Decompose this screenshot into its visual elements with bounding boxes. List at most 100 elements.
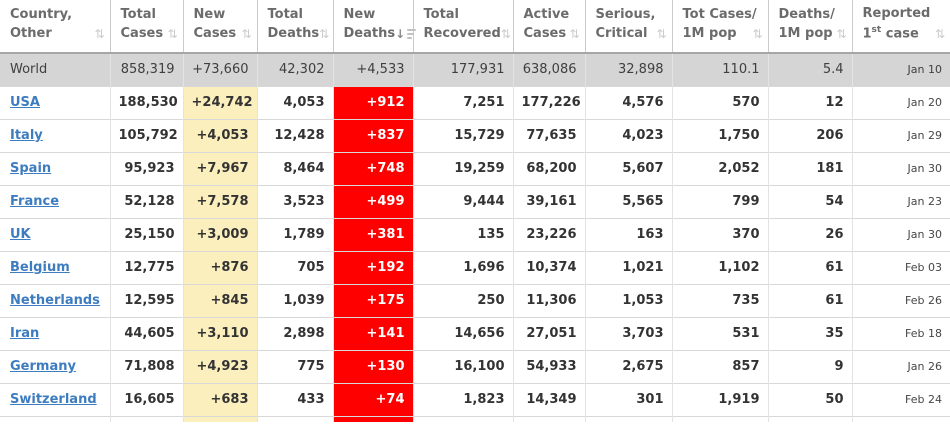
cell-new-cases: +3,110: [183, 316, 258, 350]
cell-total-cases: 858,319: [110, 53, 184, 86]
table-row-germany: Germany 71,808 +4,923 775 +130 16,100 54,933 2,…: [0, 349, 950, 383]
cell-deaths-per-1m: 206: [768, 118, 853, 152]
sort-toggle-icon: ⇅: [500, 26, 511, 41]
column-header-total_cases[interactable]: Total Cases ⇅: [110, 0, 184, 54]
sort-toggle-icon: ⇅: [836, 26, 846, 41]
column-header-active_cases[interactable]: Active Cases ⇅: [513, 0, 586, 54]
header-label-line1: Total: [267, 7, 304, 23]
cell-active-cases: 68,200: [513, 151, 586, 185]
cell-active-cases: 23,226: [513, 217, 586, 251]
cell-deaths-per-1m: 12: [768, 85, 853, 119]
cell-new-cases: +3,009: [183, 217, 258, 251]
cell-total-recovered: 1,823: [413, 382, 514, 416]
cell-total-recovered: 177,931: [413, 53, 514, 86]
column-header-new_deaths[interactable]: New Deaths ↓: [333, 0, 417, 54]
cell-country: Iran: [0, 316, 111, 350]
sort-toggle-icon: ⇅: [319, 26, 329, 41]
cell-new-deaths: +4,533: [333, 53, 414, 86]
country-link[interactable]: UK: [10, 227, 31, 242]
header-label-line1: Deaths/: [778, 7, 835, 23]
cell-serious-critical: 301: [585, 382, 673, 416]
cell-new-deaths: +748: [333, 151, 414, 185]
sort-toggle-icon: ⇅: [752, 26, 762, 41]
country-link[interactable]: Belgium: [10, 260, 70, 275]
cell-total-deaths: 2,898: [257, 316, 334, 350]
cell-first-case: Feb 24: [852, 382, 950, 416]
cell-new-deaths: +912: [333, 85, 414, 119]
country-link[interactable]: Switzerland: [10, 392, 97, 407]
cell-first-case: [852, 415, 950, 422]
cell-cases-per-1m: 110.1: [672, 53, 769, 86]
cell-new-cases: +24,742: [183, 85, 258, 119]
cell-total-recovered: 15,729: [413, 118, 514, 152]
cell-total-deaths: 1,789: [257, 217, 334, 251]
header-label-line1: Country,: [10, 7, 73, 23]
cell-cases-per-1m: 1,102: [672, 250, 769, 284]
header-label-line1: Total: [423, 7, 460, 23]
table-row-switzerland: Switzerland 16,605 +683 433 +74 1,823 14,349 30…: [0, 382, 950, 416]
cell-new-cases: +73,660: [183, 53, 258, 86]
country-link[interactable]: Germany: [10, 359, 76, 374]
column-header-country[interactable]: Country, Other ⇅: [0, 0, 111, 54]
cell-new-deaths: +130: [333, 349, 414, 383]
cell-new-deaths: +381: [333, 217, 414, 251]
cell-total-cases: 44,605: [110, 316, 184, 350]
country-link[interactable]: Italy: [10, 128, 43, 143]
cell-total-recovered: 7,251: [413, 85, 514, 119]
header-label-line2: Critical: [595, 26, 648, 41]
country-link[interactable]: USA: [10, 95, 40, 110]
cell-serious-critical: 163: [585, 217, 673, 251]
column-header-new_cases[interactable]: New Cases ⇅: [183, 0, 258, 54]
column-header-total_deaths[interactable]: Total Deaths ⇅: [257, 0, 334, 54]
cell-first-case: Jan 20: [852, 85, 950, 119]
column-header-deaths_per_1m[interactable]: Deaths/1M pop ⇅: [768, 0, 853, 54]
cell-active-cases: 638,086: [513, 53, 586, 86]
cell-total-cases: 95,923: [110, 151, 184, 185]
column-header-first_case[interactable]: Reported 1st case ⇅: [852, 0, 950, 54]
table-body: World 858,319 +73,660 42,302 +4,533 177,931 63…: [0, 53, 950, 422]
cell-total-recovered: 135: [413, 217, 514, 251]
cell-deaths-per-1m: 61: [768, 250, 853, 284]
cell-total-recovered: 1,696: [413, 250, 514, 284]
header-label-line1: New: [343, 7, 376, 23]
cell-new-cases: +845: [183, 283, 258, 317]
cell-country: Netherlands: [0, 283, 111, 317]
cell-new-deaths: +74: [333, 382, 414, 416]
cell-total-recovered: [413, 415, 514, 422]
cell-total-deaths: 42,302: [257, 53, 334, 86]
cell-total-recovered: 250: [413, 283, 514, 317]
sort-descending-active-icon: ↓: [395, 26, 417, 43]
cell-deaths-per-1m: [768, 415, 853, 422]
country-link[interactable]: Iran: [10, 326, 40, 341]
cell-serious-critical: 4,023: [585, 118, 673, 152]
column-header-cases_per_1m[interactable]: Tot Cases/1M pop ⇅: [672, 0, 769, 54]
cell-serious-critical: [585, 415, 673, 422]
country-link[interactable]: Netherlands: [10, 293, 100, 308]
cell-new-cases: [183, 415, 258, 422]
header-label-line2: 1M pop: [778, 26, 833, 41]
column-header-serious_critical[interactable]: Serious, Critical ⇅: [585, 0, 673, 54]
table-row-spain: Spain 95,923 +7,967 8,464 +748 19,259 68,200 5,…: [0, 151, 950, 185]
header-label-line2: Other: [10, 26, 52, 41]
header-label-line2: 1M pop: [682, 26, 737, 41]
cell-total-cases: 188,530: [110, 85, 184, 119]
column-header-total_recovered[interactable]: Total Recovered ⇅: [413, 0, 514, 54]
cell-active-cases: 54,933: [513, 349, 586, 383]
cell-cases-per-1m: 531: [672, 316, 769, 350]
country-link[interactable]: Spain: [10, 161, 52, 176]
cell-first-case: Jan 10: [852, 53, 950, 86]
header-label-line2: Recovered: [423, 26, 501, 41]
cell-total-deaths: [257, 415, 334, 422]
header-label-line1: Active: [523, 7, 570, 23]
cell-country: Belgium: [0, 250, 111, 284]
cell-cases-per-1m: 370: [672, 217, 769, 251]
sort-toggle-icon: ⇅: [934, 26, 945, 41]
cell-deaths-per-1m: 54: [768, 184, 853, 218]
cell-total-recovered: 19,259: [413, 151, 514, 185]
cell-serious-critical: 32,898: [585, 53, 673, 86]
header-label-line1: Serious,: [595, 7, 656, 23]
header-label-line1: Total: [120, 7, 157, 23]
cell-first-case: Jan 23: [852, 184, 950, 218]
country-link[interactable]: France: [10, 194, 60, 209]
cell-deaths-per-1m: 26: [768, 217, 853, 251]
